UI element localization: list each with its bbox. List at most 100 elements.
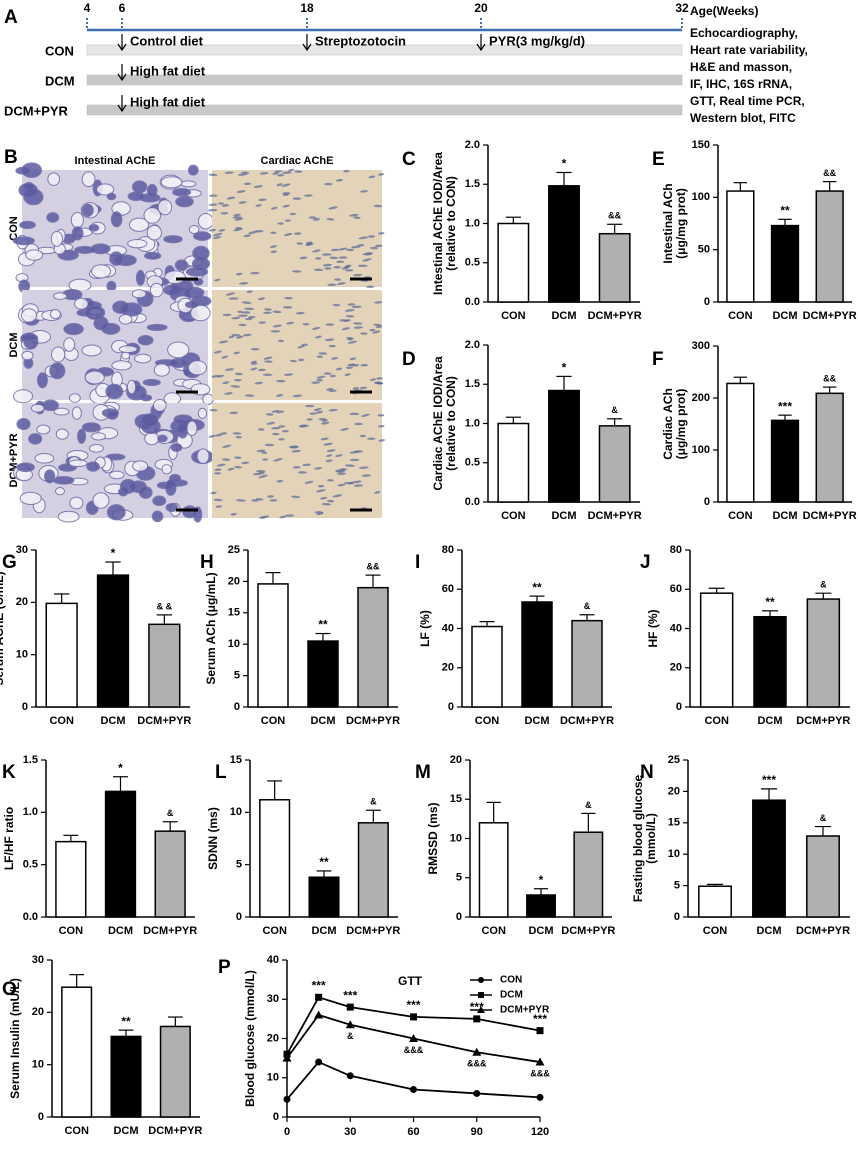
crypt	[81, 203, 94, 218]
crypt	[173, 414, 193, 425]
nucleus	[344, 269, 354, 272]
x-tick-label: DCM+PYR	[137, 715, 191, 727]
bar	[159, 1025, 191, 1118]
significance: &&	[367, 561, 380, 571]
nucleus	[377, 414, 385, 417]
bar	[308, 876, 340, 918]
bar	[726, 382, 755, 503]
nucleus	[297, 345, 305, 349]
crypt	[70, 211, 84, 229]
significance: *	[562, 361, 567, 375]
timeline-tick-label: 6	[119, 1, 126, 15]
nucleus	[259, 172, 269, 175]
significance: **	[318, 618, 328, 632]
x-tick-label: DCM	[100, 715, 125, 727]
y-tick-label: 150	[692, 139, 710, 151]
crypt	[161, 464, 173, 475]
significance: **	[780, 203, 790, 217]
significance: *	[118, 761, 123, 775]
crypt	[81, 171, 96, 188]
nucleus	[292, 270, 302, 273]
y-tick-label: 0	[448, 701, 454, 713]
significance: &&	[823, 168, 836, 178]
x-tick-label: DCM+PYR	[346, 925, 400, 937]
nucleus	[360, 190, 368, 193]
crypt	[182, 505, 198, 519]
nucleus	[292, 197, 302, 200]
significance: &	[167, 808, 174, 818]
panel-letter: J	[640, 552, 651, 573]
y-tick-label: 5	[674, 880, 680, 892]
nucleus	[304, 404, 315, 408]
nucleus	[353, 216, 361, 219]
nucleus	[250, 271, 260, 275]
crypt	[50, 230, 63, 247]
nucleus	[222, 444, 232, 448]
nucleus	[313, 268, 324, 272]
column-label: Cardiac AChE	[261, 155, 334, 167]
nucleus	[356, 244, 365, 247]
micrograph	[12, 282, 214, 406]
nucleus	[271, 206, 278, 210]
crypt	[51, 346, 66, 363]
bar	[726, 190, 755, 303]
crypt	[110, 211, 123, 228]
readout: H&E and masson,	[690, 60, 792, 74]
nucleus	[316, 378, 323, 382]
crypt	[69, 496, 84, 510]
nucleus	[253, 185, 263, 188]
bar	[598, 425, 631, 503]
micrograph	[208, 403, 386, 519]
panel-letter: F	[652, 349, 664, 370]
crypt	[34, 453, 55, 464]
nucleus	[270, 231, 277, 235]
panel-letter: L	[215, 762, 227, 783]
panel-letter: H	[200, 552, 214, 573]
panel-letter: K	[2, 762, 16, 783]
nucleus	[326, 454, 333, 458]
nucleus	[278, 425, 286, 428]
nucleus	[338, 247, 348, 251]
nucleus	[263, 356, 273, 360]
nucleus	[228, 335, 235, 339]
bar	[61, 986, 93, 1118]
crypt	[91, 264, 112, 279]
nucleus	[254, 230, 264, 233]
nucleus	[335, 179, 343, 182]
y-tick-label: 20	[450, 754, 462, 766]
y-axis-label: (relative to CON)	[444, 376, 458, 471]
x-tick-label: DCM	[756, 925, 781, 937]
nucleus	[358, 236, 369, 240]
crypt	[126, 379, 137, 395]
y-tick-label: 300	[692, 340, 710, 352]
nucleus	[288, 168, 295, 172]
crypt	[187, 164, 199, 176]
marker	[283, 1095, 291, 1103]
crypt	[106, 280, 117, 292]
nucleus	[286, 321, 294, 325]
nucleus	[236, 499, 246, 502]
micrograph	[211, 290, 384, 400]
bar	[478, 822, 509, 918]
marker	[478, 977, 484, 983]
nucleus	[222, 458, 231, 461]
y-tick-label: 30	[32, 954, 44, 966]
event-arrowhead	[117, 104, 127, 113]
nucleus	[277, 222, 284, 225]
bar	[548, 185, 580, 303]
crypt	[20, 333, 38, 341]
nucleus	[277, 339, 284, 343]
x-tick-label: 120	[531, 1126, 549, 1138]
crypt	[106, 192, 117, 201]
nucleus	[318, 352, 327, 355]
y-axis-label: Cardiac ACh	[661, 388, 675, 460]
nucleus	[321, 253, 332, 256]
x-tick-label: CON	[262, 925, 287, 937]
nucleus	[250, 367, 258, 371]
point-label: &&&	[530, 1068, 550, 1078]
y-tick-label: 0	[676, 701, 682, 713]
nucleus	[292, 394, 303, 398]
nucleus	[345, 264, 352, 268]
y-tick-label: 0.0	[465, 296, 480, 308]
crypt	[135, 269, 146, 286]
